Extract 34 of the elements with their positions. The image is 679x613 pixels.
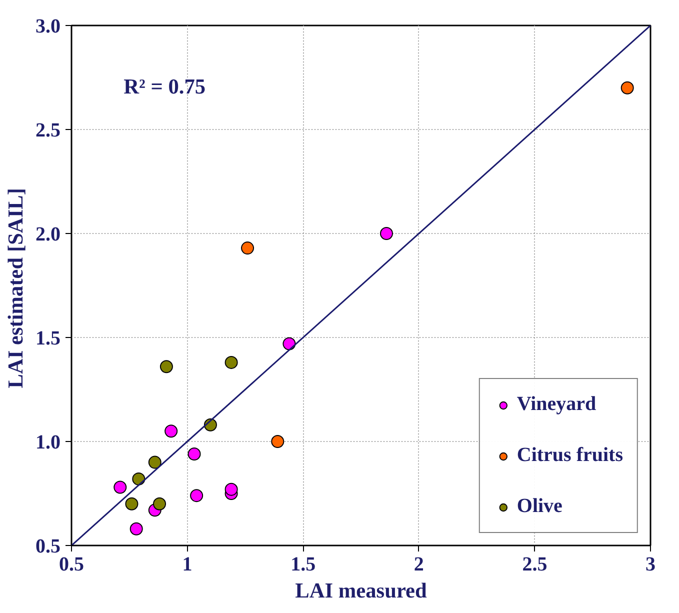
x-tick-label: 1.5 (290, 554, 316, 576)
x-tick-label: 0.5 (59, 554, 84, 576)
x-tick-label: 1 (182, 554, 192, 576)
y-tick-label: 1.0 (36, 432, 60, 454)
point (164, 424, 178, 438)
annotation: R² = 0.75 (124, 74, 206, 98)
y-tick-label: 2.5 (36, 120, 60, 142)
y-tick-label: 2.0 (36, 224, 60, 246)
point (380, 227, 393, 240)
y-axis-title: LAI estimated [SAIL] (4, 188, 28, 388)
point (188, 447, 201, 460)
x-tick-label: 3 (646, 554, 656, 576)
y-tick-label: 1.5 (36, 328, 60, 350)
point (271, 435, 284, 448)
x-tick-label: 2.5 (522, 554, 548, 576)
x-tick-label: 2 (414, 554, 424, 576)
point (130, 522, 143, 536)
x-axis-title: LAI measured (295, 578, 427, 602)
point (148, 456, 162, 469)
point (190, 489, 204, 502)
point (114, 480, 127, 494)
point (224, 482, 238, 496)
point (282, 337, 296, 350)
point (224, 356, 238, 369)
legend-label: Citrus fruits (516, 444, 623, 467)
legend-label: Vineyard (516, 393, 596, 416)
point (620, 81, 634, 94)
y-tick-label: 3.0 (36, 16, 60, 38)
legend-label: Olive (516, 495, 562, 518)
point (125, 497, 138, 510)
point (160, 360, 173, 374)
point (241, 242, 254, 255)
point (153, 497, 166, 510)
y-tick-label: 0.5 (36, 536, 60, 558)
